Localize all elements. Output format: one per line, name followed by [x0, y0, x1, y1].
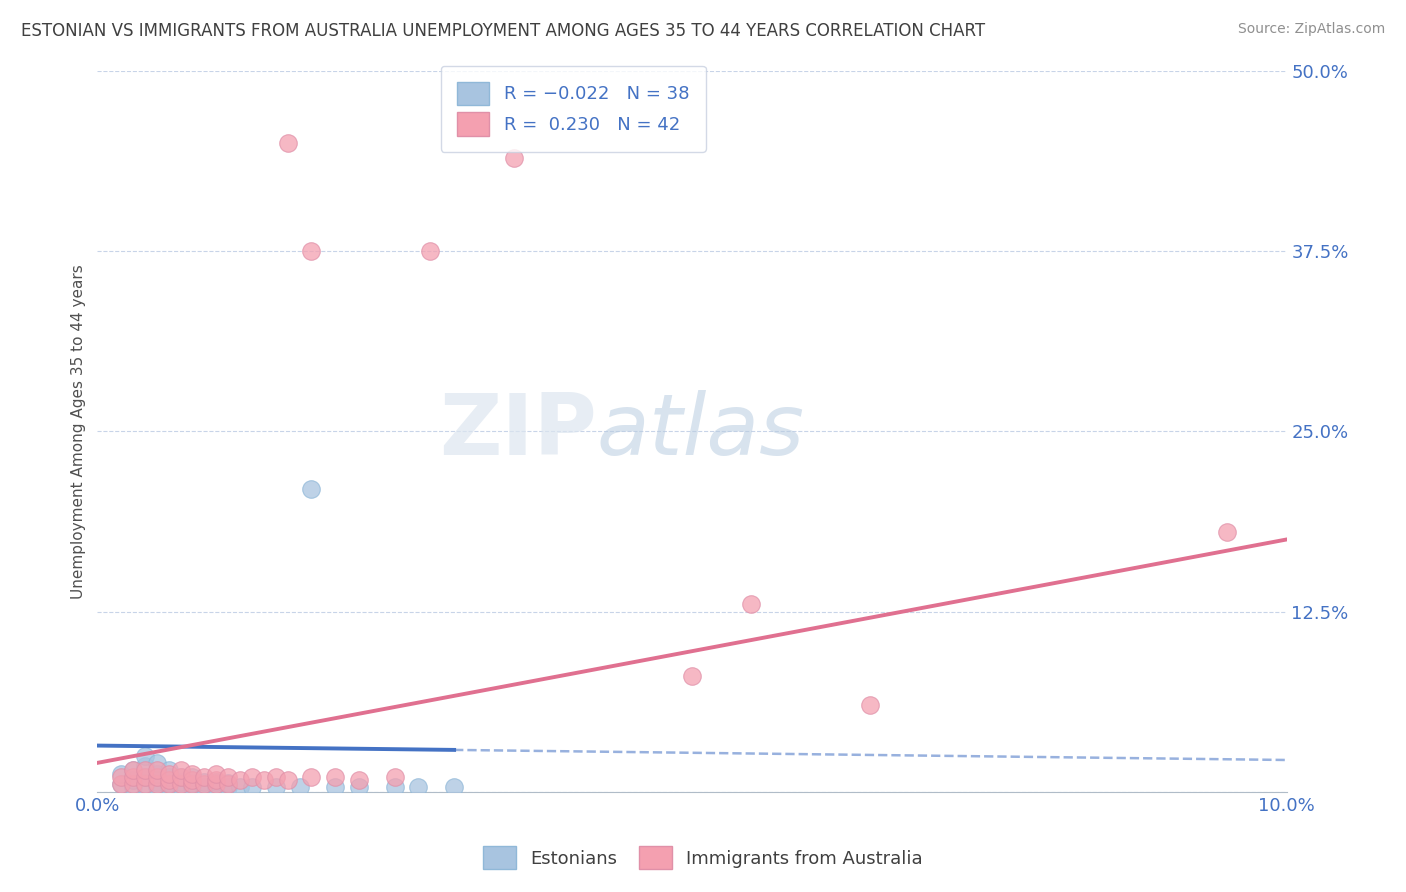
Point [299, 770, 322, 784]
Point [323, 780, 346, 795]
Point [169, 770, 191, 784]
Point [110, 777, 132, 791]
Point [134, 763, 156, 777]
Point [181, 767, 204, 781]
Point [110, 770, 132, 784]
Point [443, 780, 465, 795]
Point [217, 770, 239, 784]
Point [157, 780, 180, 795]
Point [146, 777, 169, 791]
Point [122, 770, 145, 784]
Point [134, 770, 156, 784]
Point [146, 756, 169, 770]
Point [157, 773, 180, 788]
Point [157, 776, 180, 790]
Point [253, 773, 276, 788]
Point [146, 767, 169, 781]
Point [146, 774, 169, 789]
Point [134, 770, 156, 784]
Text: Source: ZipAtlas.com: Source: ZipAtlas.com [1237, 22, 1385, 37]
Point [229, 773, 252, 788]
Point [122, 773, 145, 788]
Point [157, 770, 180, 784]
Point [299, 482, 322, 496]
Point [217, 780, 239, 795]
Point [181, 770, 204, 784]
Point [134, 779, 156, 793]
Point [240, 780, 263, 795]
Point [122, 763, 145, 777]
Point [134, 777, 156, 791]
Point [205, 774, 228, 789]
Point [277, 773, 299, 788]
Point [347, 773, 370, 788]
Point [681, 669, 703, 683]
Point [157, 763, 180, 777]
Point [277, 136, 299, 150]
Point [181, 776, 204, 790]
Point [169, 774, 191, 789]
Point [169, 780, 191, 795]
Point [122, 780, 145, 795]
Point [419, 244, 441, 259]
Legend: R = −0.022   N = 38, R =  0.230   N = 42: R = −0.022 N = 38, R = 0.230 N = 42 [440, 66, 706, 152]
Point [193, 780, 215, 795]
Point [288, 780, 311, 795]
Point [264, 770, 287, 784]
Point [122, 777, 145, 791]
Point [181, 773, 204, 788]
Point [110, 767, 132, 781]
Point [157, 767, 180, 781]
Point [193, 774, 215, 789]
Point [408, 780, 430, 795]
Point [299, 244, 322, 259]
Point [181, 777, 204, 791]
Point [217, 777, 239, 791]
Point [169, 770, 191, 784]
Point [193, 770, 215, 784]
Point [384, 770, 406, 784]
Point [193, 777, 215, 791]
Point [502, 151, 524, 165]
Point [146, 763, 169, 777]
Point [146, 770, 169, 784]
Point [134, 748, 156, 763]
Point [217, 776, 239, 790]
Point [740, 598, 762, 612]
Point [110, 777, 132, 791]
Point [859, 698, 882, 713]
Point [157, 777, 180, 791]
Point [205, 780, 228, 795]
Point [205, 777, 228, 791]
Point [169, 777, 191, 791]
Point [384, 780, 406, 795]
Text: ZIP: ZIP [439, 390, 596, 473]
Point [323, 770, 346, 784]
Point [146, 780, 169, 795]
Point [181, 780, 204, 795]
Point [240, 770, 263, 784]
Point [264, 780, 287, 795]
Point [1216, 525, 1239, 540]
Point [205, 767, 228, 781]
Point [205, 773, 228, 788]
Y-axis label: Unemployment Among Ages 35 to 44 years: Unemployment Among Ages 35 to 44 years [72, 264, 86, 599]
Point [122, 763, 145, 777]
Legend: Estonians, Immigrants from Australia: Estonians, Immigrants from Australia [474, 838, 932, 879]
Point [229, 780, 252, 795]
Point [169, 763, 191, 777]
Point [347, 780, 370, 795]
Text: atlas: atlas [596, 390, 804, 473]
Text: ESTONIAN VS IMMIGRANTS FROM AUSTRALIA UNEMPLOYMENT AMONG AGES 35 TO 44 YEARS COR: ESTONIAN VS IMMIGRANTS FROM AUSTRALIA UN… [21, 22, 986, 40]
Point [134, 758, 156, 772]
